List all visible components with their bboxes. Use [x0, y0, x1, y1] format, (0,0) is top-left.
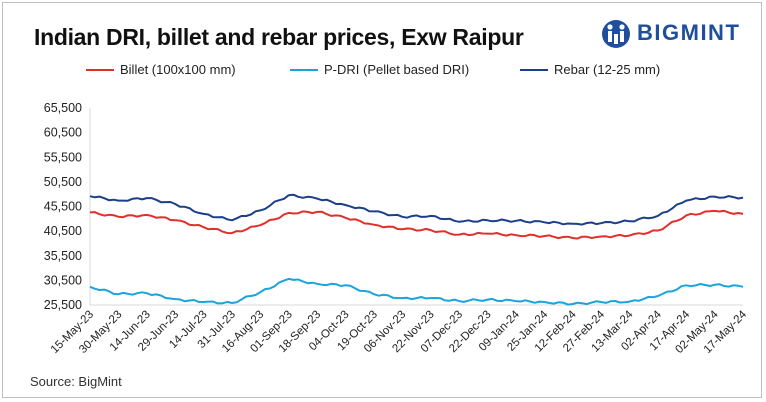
y-tick-label: 60,500 [44, 126, 82, 140]
series-line-3 [89, 193, 744, 226]
chart-frame [2, 2, 762, 398]
brand-logo: BIGMINT [599, 18, 759, 50]
legend-label: P-DRI (Pellet based DRI) [324, 62, 470, 77]
y-tick-label: 35,500 [44, 249, 82, 263]
y-tick-label: 40,500 [44, 224, 82, 238]
series-line-2 [89, 277, 744, 306]
brand-name: BIGMINT [637, 20, 741, 45]
y-tick-label: 50,500 [44, 175, 82, 189]
legend-item: Rebar (12-25 mm) [520, 62, 660, 77]
source-note: Source: BigMint [30, 374, 122, 389]
legend-swatch [86, 68, 114, 71]
chart-title: Indian DRI, billet and rebar prices, Exw… [34, 24, 524, 50]
legend-item: P-DRI (Pellet based DRI) [290, 62, 469, 77]
y-tick-label: 30,500 [44, 273, 82, 287]
legend-item: Billet (100x100 mm) [86, 62, 236, 77]
legend-label: Billet (100x100 mm) [120, 62, 236, 77]
y-tick-label: 25,500 [44, 298, 82, 312]
bigmint-logo-icon [602, 20, 630, 48]
legend-swatch [290, 68, 318, 71]
legend-swatch [520, 68, 548, 71]
series-line-1 [89, 209, 744, 240]
y-tick-label: 45,500 [44, 200, 82, 214]
chart-legend: Billet (100x100 mm) P-DRI (Pellet based D… [0, 62, 766, 82]
y-tick-label: 55,500 [44, 150, 82, 164]
y-tick-label: 65,500 [44, 101, 82, 115]
legend-label: Rebar (12-25 mm) [554, 62, 661, 77]
